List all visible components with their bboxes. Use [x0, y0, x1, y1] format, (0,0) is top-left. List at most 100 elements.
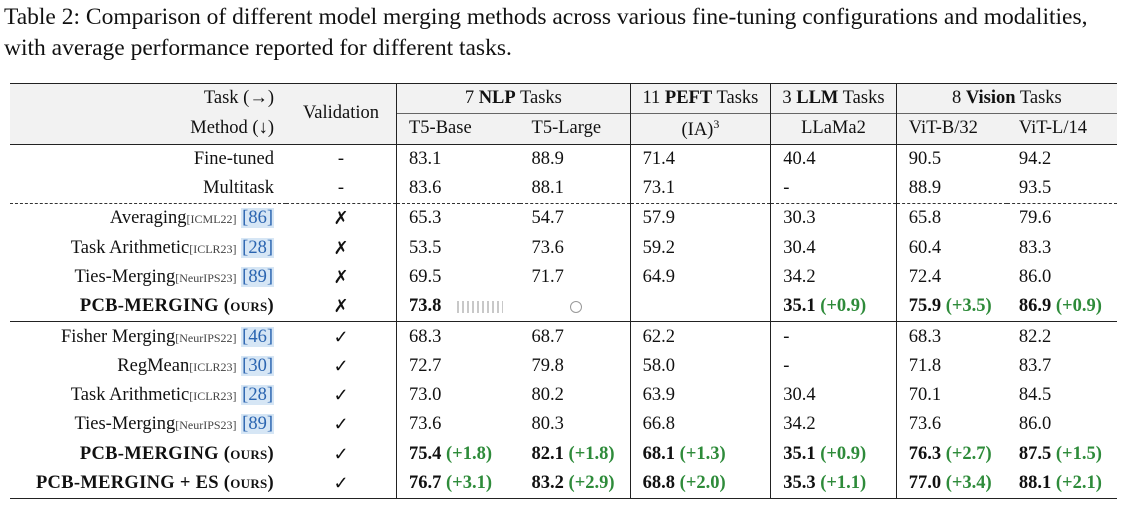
value-cell: 54.7 — [519, 203, 631, 234]
method-name: Fine-tuned — [10, 143, 286, 174]
value-cell: 73.0 — [409, 385, 442, 406]
value-cell: 83.3 — [1018, 237, 1052, 258]
value-cell: 68.3 — [396, 321, 520, 352]
value-cell: 83.7 — [1018, 355, 1052, 376]
value-cell: 72.7 — [409, 355, 442, 376]
validation-cell: - — [286, 173, 397, 204]
value-cell: 88.9 — [908, 178, 942, 199]
table-row: Task Arithmetic[ICLR23] [28] ✗ 53.5 73.6… — [10, 233, 1117, 263]
value-cell: 83.1 — [396, 143, 520, 174]
value-cell: 82.1 (+1.8) — [519, 439, 631, 469]
validation-cell: ✓ — [286, 380, 397, 411]
value-cell: 73.8 — [397, 292, 520, 322]
value-cell: 59.2 — [630, 233, 772, 263]
value-cell: 35.1 (+0.9) — [770, 292, 897, 322]
value-cell: 73.6 — [519, 233, 631, 263]
value-cell: 64.9 — [630, 262, 772, 293]
value-cell: 86.0 — [1018, 414, 1052, 435]
value-cell: 79.6 — [1006, 203, 1117, 234]
model-vit-b32: ViT-B/32 — [896, 113, 1007, 145]
value-cell: 40.4 — [770, 143, 897, 174]
citation-link: [46] — [241, 326, 274, 347]
citation-link: [89] — [241, 266, 274, 287]
value-cell: - — [770, 321, 897, 352]
value-cell: 72.4 — [908, 266, 942, 287]
value-cell: 88.9 — [519, 143, 631, 174]
model-t5-large: T5-Large — [519, 113, 631, 145]
value-cell: 68.8 (+2.0) — [630, 468, 772, 500]
value-cell: 63.9 — [630, 380, 772, 411]
value-cell: 75.4 (+1.8) — [409, 443, 492, 464]
value-cell: 86.9 (+0.9) — [1018, 296, 1102, 317]
validation-cell: ✓ — [286, 439, 397, 469]
value-cell: 34.2 — [770, 262, 897, 293]
value-cell — [519, 292, 631, 322]
value-cell: 76.7 (+3.1) — [396, 468, 520, 500]
value-cell: 87.5 (+1.5) — [1018, 443, 1102, 464]
group-vision: 8 Vision Tasks — [896, 82, 1117, 114]
value-cell — [630, 292, 772, 322]
value-cell: 84.5 — [1018, 385, 1052, 406]
value-cell: 90.5 — [896, 143, 1007, 174]
citation-link: [28] — [241, 385, 274, 406]
value-cell: 88.1 (+2.1) — [1006, 468, 1117, 500]
table-row: Averaging[ICML22] [86] ✗ 65.3 54.7 57.9 … — [10, 203, 1117, 234]
value-cell: - — [770, 173, 897, 204]
value-cell: 86.0 — [1018, 266, 1052, 287]
value-cell: 30.4 — [770, 233, 897, 263]
value-cell: 30.4 — [770, 380, 897, 411]
method-name: PCB-MERGING (ours) — [79, 296, 274, 317]
table-row: Ties-Merging[NeurIPS23] [89] ✓ 73.6 80.3… — [10, 410, 1117, 440]
value-cell: - — [770, 351, 897, 381]
table-row: RegMean[ICLR23] [30] ✓ 72.7 79.8 58.0 - … — [10, 351, 1117, 381]
method-name: Multitask — [203, 178, 274, 199]
value-cell: 60.4 — [908, 237, 942, 258]
method-name: RegMean[ICLR23] [30] — [117, 355, 274, 376]
group-nlp: 7 NLP Tasks — [396, 82, 631, 114]
method-name: Task Arithmetic[ICLR23] [28] — [70, 385, 274, 406]
header-row-1: Task (→) Validation 7 NLP Tasks 11 PEFT … — [10, 82, 1117, 145]
table-row: Ties-Merging[NeurIPS23] [89] ✗ 69.5 71.7… — [10, 262, 1117, 293]
citation-link: [30] — [241, 355, 274, 376]
value-cell: 68.3 — [896, 321, 1007, 352]
value-cell: 71.7 — [519, 262, 631, 293]
model-vit-l14: ViT-L/14 — [1006, 113, 1117, 145]
value-cell: 30.3 — [770, 203, 897, 234]
value-cell: 69.5 — [409, 266, 442, 287]
value-cell: 35.1 (+0.9) — [770, 439, 897, 469]
validation-cell: ✓ — [286, 410, 397, 440]
rendering-artifact — [457, 300, 504, 313]
validation-cell: ✗ — [286, 233, 397, 263]
value-cell: 68.1 (+1.3) — [630, 439, 772, 469]
citation-link: [86] — [241, 208, 274, 229]
caption-text: Comparison of different model merging me… — [4, 4, 1088, 61]
value-cell: 75.9 (+3.5) — [908, 296, 992, 317]
value-cell: 62.2 — [630, 321, 772, 352]
validation-cell: ✓ — [286, 351, 397, 381]
model-ia3: (IA)3 — [630, 113, 772, 145]
table-row: PCB-MERGING (ours) ✗ 73.8 35.1 (+0.9) 75… — [10, 292, 1117, 322]
validation-cell: ✗ — [286, 262, 397, 293]
value-cell: 68.7 — [519, 321, 631, 352]
method-name: Ties-Merging[NeurIPS23] [89] — [74, 266, 274, 287]
value-cell: 70.1 — [908, 385, 942, 406]
validation-cell: ✗ — [286, 292, 397, 322]
value-cell: 88.1 — [519, 173, 631, 204]
validation-header: Validation — [286, 83, 397, 145]
method-name: PCB-MERGING + ES (ours) — [10, 468, 286, 500]
caption-label: Table 2: — [4, 4, 81, 30]
value-cell: 80.3 — [519, 410, 631, 440]
value-cell: 35.3 (+1.1) — [770, 468, 897, 500]
table-row: PCB-MERGING + ES (ours) ✓ 76.7 (+3.1) 83… — [10, 468, 1117, 500]
value-cell: 34.2 — [770, 410, 897, 440]
value-cell: 65.3 — [396, 203, 520, 234]
task-axis-label: Task (→) — [10, 82, 286, 114]
validation-cell: ✓ — [286, 468, 397, 500]
table-row: Multitask - 83.6 88.1 73.1 - 88.9 93.5 — [10, 173, 1117, 204]
value-cell: 93.5 — [1018, 178, 1052, 199]
value-cell: 94.2 — [1006, 143, 1117, 174]
rendering-artifact — [569, 300, 582, 313]
value-cell: 58.0 — [630, 351, 772, 381]
value-cell: 83.2 (+2.9) — [519, 468, 631, 500]
value-cell: 82.2 — [1006, 321, 1117, 352]
